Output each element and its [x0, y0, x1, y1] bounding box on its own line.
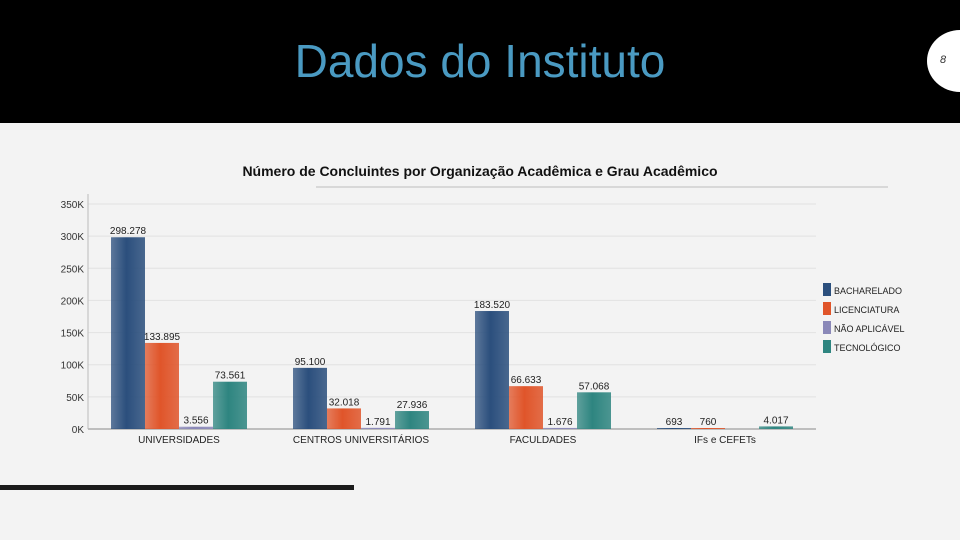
x-tick-label: UNIVERSIDADES: [138, 435, 220, 446]
y-tick-label: 100K: [61, 361, 85, 372]
legend-label: LICENCIATURA: [834, 305, 899, 315]
bar: [293, 367, 327, 429]
bar: [543, 427, 577, 429]
data-label: 298.278: [110, 226, 147, 237]
legend-label: BACHARELADO: [834, 286, 902, 296]
y-tick-label: 300K: [61, 232, 85, 243]
legend-swatch: [823, 283, 831, 296]
data-label: 183.520: [474, 300, 511, 311]
y-tick-label: 150K: [61, 329, 85, 340]
y-tick-label: 50K: [66, 393, 84, 404]
y-tick-label: 200K: [61, 296, 85, 307]
data-label: 133.895: [144, 332, 181, 343]
y-tick-label: 0K: [72, 425, 85, 436]
y-tick-label: 250K: [61, 264, 85, 275]
bar: [361, 427, 395, 429]
slide-header: [0, 0, 960, 123]
data-label: 1.676: [547, 417, 572, 428]
bar: [111, 237, 145, 429]
bar: [327, 408, 361, 429]
slide-title: Dados do Instituto: [294, 35, 666, 87]
data-label: 4.017: [763, 415, 788, 426]
x-tick-label: IFs e CEFETs: [694, 435, 756, 446]
bar: [657, 428, 691, 429]
data-label: 57.068: [579, 381, 610, 392]
bar: [395, 411, 429, 429]
bar: [509, 386, 543, 429]
legend-label: NÃO APLICÁVEL: [834, 324, 905, 334]
data-label: 73.561: [215, 371, 246, 382]
data-label: 95.100: [295, 357, 326, 368]
data-label: 3.556: [183, 416, 208, 427]
bar: [213, 381, 247, 429]
data-label: 760: [700, 417, 717, 428]
legend-swatch: [823, 340, 831, 353]
x-tick-label: FACULDADES: [510, 435, 577, 446]
page-number: 8: [940, 54, 947, 66]
legend-label: TECNOLÓGICO: [834, 343, 901, 353]
data-label: 1.791: [365, 417, 390, 428]
data-label: 32.018: [329, 397, 360, 408]
legend-swatch: [823, 321, 831, 334]
bar: [759, 426, 793, 429]
data-label: 693: [666, 417, 683, 428]
data-label: 66.633: [511, 375, 542, 386]
bar: [145, 342, 179, 429]
chart-title: Número de Concluintes por Organização Ac…: [242, 163, 717, 179]
divider-bar: [0, 485, 354, 490]
y-tick-label: 350K: [61, 200, 85, 211]
bar: [179, 426, 213, 429]
bar: [691, 428, 725, 429]
legend-swatch: [823, 302, 831, 315]
data-label: 27.936: [397, 400, 428, 411]
bar: [475, 311, 509, 429]
x-tick-label: CENTROS UNIVERSITÁRIOS: [293, 433, 429, 446]
bar: [577, 392, 611, 429]
